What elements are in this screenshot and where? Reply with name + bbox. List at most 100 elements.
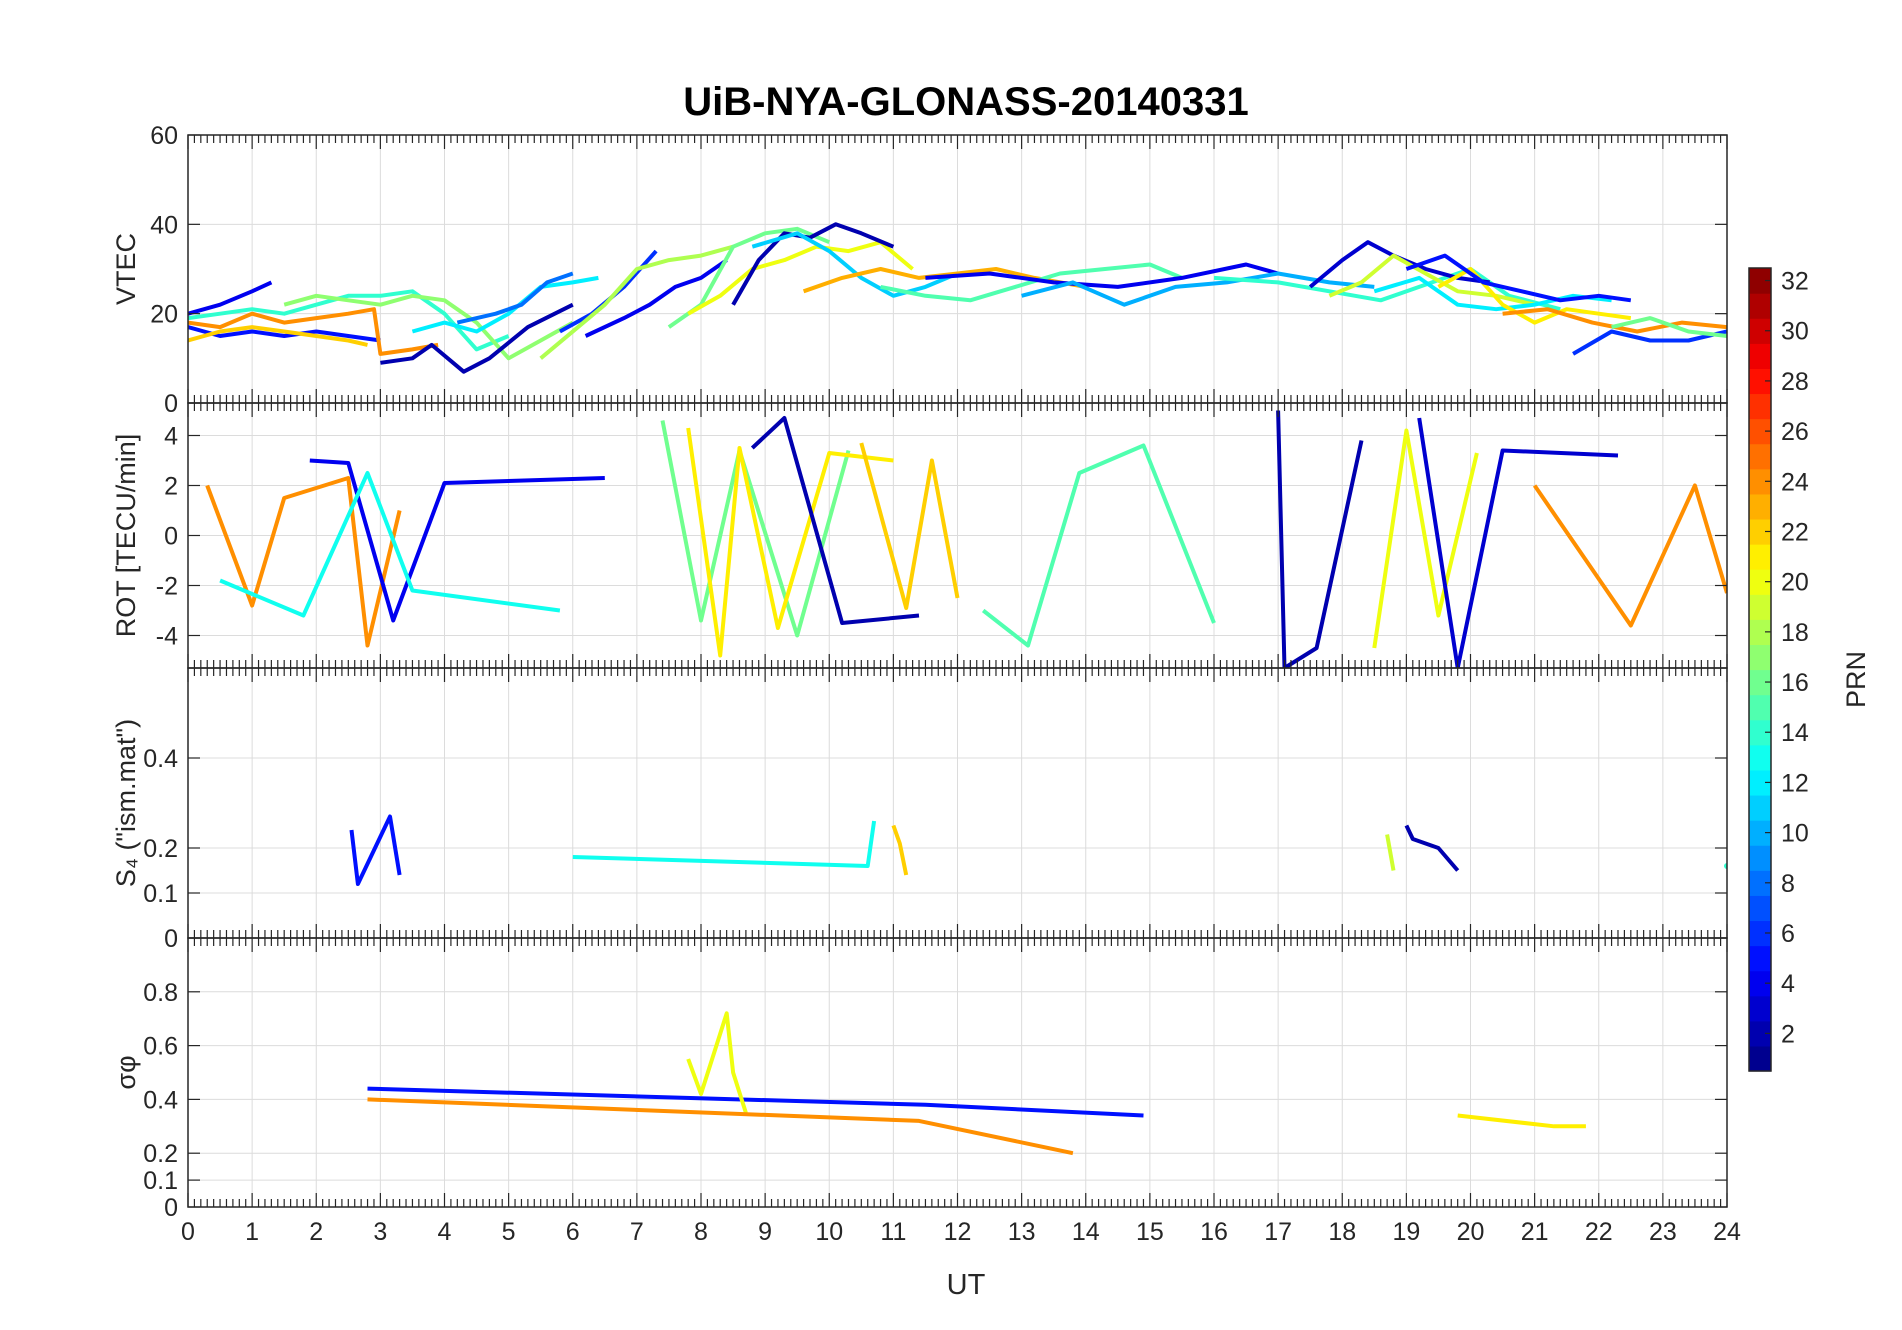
series-line-prn-4 [309, 458, 605, 623]
x-tick-label: 19 [1392, 1218, 1420, 1246]
series-line-prn-4 [925, 262, 1279, 289]
series-line-prn-21 [686, 427, 894, 658]
colorbar-cell [1749, 995, 1771, 1022]
y-tick-label: 0.8 [143, 979, 178, 1007]
colorbar-label: PRN [1841, 651, 1871, 708]
colorbar-tick-label: 10 [1781, 820, 1809, 848]
series-line-prn-3 [1417, 417, 1619, 668]
x-tick-label: 17 [1264, 1218, 1292, 1246]
colorbar-cell [1749, 820, 1771, 846]
series-line-prn-22 [859, 442, 960, 610]
series-line-prn-4 [584, 258, 728, 338]
colorbar-cell [1749, 920, 1771, 947]
series-line-prn-2 [1276, 410, 1364, 668]
y-tick-label: 0.4 [143, 745, 178, 773]
colorbar-tick-label: 24 [1781, 468, 1809, 496]
y-tick-label: 0 [164, 925, 178, 953]
colorbar-cell [1749, 870, 1771, 896]
x-tick-label: 5 [502, 1218, 516, 1246]
series-line-prn-4 [188, 280, 273, 316]
series-line-prn-17 [283, 293, 574, 361]
colorbar-cell [1749, 694, 1771, 721]
y-tick-label: 60 [150, 122, 178, 150]
x-tick-label: 2 [309, 1218, 323, 1246]
panel-s4: 0 0.1 0.2 0.4S₄ ("ism.mat") [111, 667, 1728, 953]
colorbar-tick-label: 14 [1781, 719, 1809, 747]
x-tick-label: 12 [944, 1218, 972, 1246]
series-line-prn-20 [687, 240, 914, 316]
colorbar-cell [1749, 1020, 1771, 1047]
x-tick-label: 6 [566, 1218, 580, 1246]
colorbar-tick-label: 12 [1781, 769, 1809, 797]
y-tick-label: 0.6 [143, 1033, 178, 1061]
y-tick-label: 4 [164, 423, 178, 451]
series-line-prn-6 [1572, 329, 1727, 356]
colorbar-tick-label: 26 [1781, 418, 1809, 446]
x-tick-label: 21 [1521, 1218, 1549, 1246]
panel-rot: -4 -2 0 2 4 ROT [TECU/min] [111, 402, 1728, 669]
x-tick-label: 13 [1008, 1218, 1036, 1246]
colorbar-tick-label: 32 [1781, 268, 1809, 296]
x-tick-label: 1 [245, 1218, 259, 1246]
chart-title: UiB-NYA-GLONASS-20140331 [683, 80, 1248, 124]
colorbar-cell [1749, 544, 1771, 570]
colorbar-tick-label: 8 [1781, 870, 1795, 898]
colorbar-cell [1749, 970, 1771, 997]
series-line-prn-5 [188, 325, 381, 343]
y-tick-label: 0 [164, 1194, 178, 1222]
x-tick-label: 4 [438, 1218, 452, 1246]
colorbar-cell [1749, 293, 1771, 319]
colorbar-cell [1749, 644, 1771, 671]
y-axis-label-s4: S₄ ("ism.mat") [111, 719, 141, 887]
series-line-prn-10 [1021, 271, 1375, 307]
colorbar-cell [1749, 368, 1771, 395]
colorbar-cell [1749, 794, 1771, 821]
x-tick-label: 16 [1200, 1218, 1228, 1246]
colorbar-cell [1749, 569, 1771, 595]
series-line-prn-13 [219, 471, 561, 618]
panel-vtec: 0 20 40 60 VTEC [111, 122, 1728, 418]
series-line-prn-12 [1373, 275, 1612, 312]
series-line-prn-3 [1308, 240, 1490, 289]
series-group [188, 222, 1727, 374]
series-line-prn-19 [1385, 834, 1396, 871]
series-line-prn-24 [188, 307, 439, 356]
x-tick-label: 15 [1136, 1218, 1164, 1246]
colorbar-cell [1749, 619, 1771, 646]
y-tick-label: 2 [164, 473, 178, 501]
series-group [205, 410, 1727, 668]
series-line-prn-20 [1372, 428, 1479, 649]
series-line-prn-11 [751, 231, 959, 298]
x-axis: 0 1 2 3 4 5 6 7 8 9 10 11 12 13 14 15 16 17 18 19 20 21 22 23 24 [181, 1218, 1741, 1246]
series-line-prn-15 [981, 443, 1216, 648]
series-line-prn-8 [456, 271, 574, 325]
x-tick-label: 3 [373, 1218, 387, 1246]
colorbar-cell [1749, 418, 1771, 445]
colorbar-cell [1749, 343, 1771, 369]
series-line-prn-24 [367, 1097, 1074, 1156]
series-group [349, 814, 1727, 886]
x-tick-label: 11 [880, 1218, 906, 1246]
series-line-prn-13 [572, 820, 877, 868]
y-tick-label: 0.1 [143, 1167, 178, 1195]
x-tick-label: 20 [1457, 1218, 1485, 1246]
series-line-prn-24 [1532, 483, 1727, 628]
y-tick-label: 0.2 [143, 835, 178, 863]
colorbar-cell [1749, 443, 1771, 470]
series-line-prn-22 [188, 325, 368, 347]
colorbar-cell [1749, 895, 1771, 922]
x-tick-label: 10 [815, 1218, 843, 1246]
y-tick-label: 0 [164, 390, 178, 418]
y-tick-label: 0.1 [143, 880, 178, 908]
series-line-prn-2 [731, 222, 895, 306]
series-line-prn-22 [891, 824, 909, 876]
series-line-prn-5 [1405, 253, 1632, 303]
series-line-prn-24 [205, 476, 402, 648]
series-group [367, 1011, 1586, 1156]
colorbar-cell [1749, 719, 1771, 746]
x-axis-label: UT [947, 1269, 986, 1301]
y-tick-label: 0.4 [143, 1086, 178, 1114]
colorbar-cell [1749, 1045, 1771, 1072]
